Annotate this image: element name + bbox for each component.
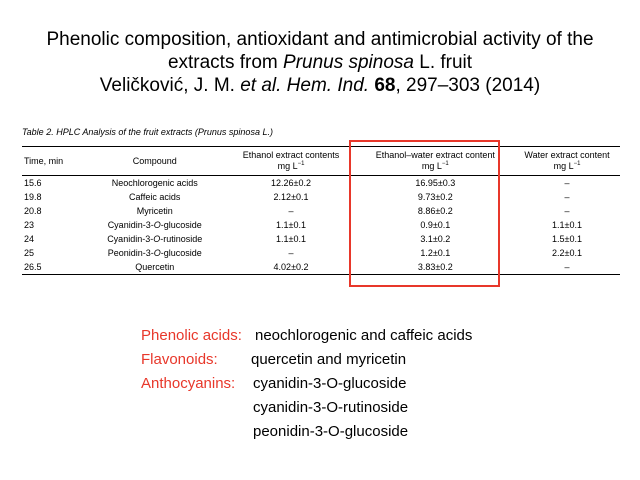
cell-water: –	[564, 191, 570, 202]
header-time: Time, min	[24, 155, 64, 166]
table-row: 26.5 Quercetin 4.02±0.2 3.83±0.2 –	[22, 260, 620, 275]
table-row: 20.8 Myricetin – 8.86±0.2 –	[22, 204, 620, 218]
italic-o: O	[153, 219, 161, 230]
cell-ethanol-water: 0.9±0.1	[420, 219, 451, 230]
cell-ethanol-water: 3.83±0.2	[417, 261, 453, 272]
italic-o: O	[153, 247, 161, 258]
hplc-table: Time, min Compound Ethanol extract conte…	[22, 146, 620, 275]
cell-time: 19.8	[24, 191, 42, 202]
slide-title: Phenolic composition, antioxidant and an…	[0, 28, 640, 97]
cell-water: –	[564, 261, 570, 272]
cell-time: 23	[24, 219, 35, 230]
header-ethanol-water: Ethanol–water extract content mg L−1	[357, 147, 515, 176]
title-species: Prunus spinosa	[283, 52, 414, 73]
header-water: Water extract content mg L−1	[514, 147, 620, 176]
unit-text: mg L	[421, 161, 442, 171]
header-water-unit: mg L−1	[516, 161, 618, 172]
cell-compound: Peonidin-3-O-glucoside	[107, 247, 202, 258]
cell-water: 1.1±0.1	[552, 219, 583, 230]
cell-compound: Myricetin	[136, 205, 173, 216]
header-ethanol-label: Ethanol extract contents	[242, 150, 340, 160]
citation-line: Veličković, J. M. et al. Hem. Ind. 68, 2…	[0, 74, 640, 97]
citation-author: Veličković, J. M.	[99, 75, 241, 96]
cell-ethanol-water: 9.73±0.2	[417, 191, 453, 202]
cell-water: –	[564, 177, 570, 188]
header-ethanol-water-unit: mg L−1	[359, 161, 513, 172]
summary-key: Flavonoids:	[141, 351, 218, 368]
italic-o: O	[153, 233, 161, 244]
title-suffix: L. fruit	[413, 52, 473, 73]
table-body: 15.6 Neochlorogenic acids 12.26±0.2 16.9…	[22, 176, 620, 275]
cell-ethanol: 1.1±0.1	[276, 219, 307, 230]
summary-value: neochlorogenic and caffeic acids	[255, 327, 473, 344]
cell-ethanol: 1.1±0.1	[276, 233, 307, 244]
summary-value: cyanidin-3-O-glucoside	[253, 375, 407, 392]
title-prefix: extracts from	[167, 52, 284, 73]
header-ethanol-unit: mg L−1	[228, 161, 355, 172]
table-row: 23 Cyanidin-3-O-glucoside 1.1±0.1 0.9±0.…	[22, 218, 620, 232]
cell-time: 15.6	[24, 177, 42, 188]
cell-time: 24	[24, 233, 35, 244]
cell-compound: Cyanidin-3-O-rutinoside	[107, 233, 203, 244]
summary-key: Anthocyanins:	[141, 375, 236, 392]
unit-exponent: −1	[441, 161, 449, 167]
table-caption: Table 2. HPLC Analysis of the fruit extr…	[22, 127, 273, 137]
table-row: 19.8 Caffeic acids 2.12±0.1 9.73±0.2 –	[22, 190, 620, 204]
cell-ethanol-water: 8.86±0.2	[417, 205, 453, 216]
citation-volume: 68	[374, 75, 396, 96]
cell-compound: Neochlorogenic acids	[111, 177, 198, 188]
cell-ethanol: 2.12±0.1	[273, 191, 309, 202]
citation-pages: , 297–303 (2014)	[395, 75, 541, 96]
header-ethanol: Ethanol extract contents mg L−1	[226, 147, 357, 176]
unit-text: mg L	[553, 161, 574, 171]
highlight-box	[349, 140, 500, 287]
cell-water: 2.2±0.1	[552, 247, 583, 258]
cell-time: 20.8	[24, 205, 42, 216]
cell-ethanol-water: 16.95±0.3	[415, 177, 456, 188]
title-text-1: Phenolic composition, antioxidant and an…	[46, 29, 594, 50]
header-compound: Compound	[132, 155, 177, 166]
cell-ethanol: –	[288, 247, 294, 258]
title-line-2: extracts from Prunus spinosa L. fruit	[0, 51, 640, 74]
cell-ethanol: 4.02±0.2	[273, 261, 309, 272]
cell-ethanol: 12.26±0.2	[271, 177, 312, 188]
table-header: Time, min Compound Ethanol extract conte…	[22, 146, 620, 176]
table-row: 15.6 Neochlorogenic acids 12.26±0.2 16.9…	[22, 176, 620, 191]
unit-exponent: −1	[297, 161, 305, 167]
table-row: 24 Cyanidin-3-O-rutinoside 1.1±0.1 3.1±0…	[22, 232, 620, 246]
header-row: Time, min Compound Ethanol extract conte…	[22, 146, 620, 176]
unit-text: mg L	[277, 161, 298, 171]
cell-time: 26.5	[24, 261, 42, 272]
cell-ethanol-water: 1.2±0.1	[420, 247, 451, 258]
summary-key: Phenolic acids:	[141, 327, 242, 344]
cell-compound: Caffeic acids	[129, 191, 181, 202]
header-water-label: Water extract content	[524, 150, 610, 160]
cell-ethanol-water: 3.1±0.2	[420, 233, 451, 244]
unit-exponent: −1	[573, 161, 581, 167]
cell-water: –	[564, 205, 570, 216]
summary-value: peonidin-3-O-glucoside	[253, 423, 409, 440]
cell-ethanol: –	[288, 205, 294, 216]
title-line-1: Phenolic composition, antioxidant and an…	[0, 28, 640, 51]
table-row: 25 Peonidin-3-O-glucoside – 1.2±0.1 2.2±…	[22, 246, 620, 260]
citation-journal: et al. Hem. Ind.	[240, 75, 370, 96]
cell-compound: Quercetin	[135, 261, 175, 272]
header-ethanol-water-label: Ethanol–water extract content	[375, 150, 495, 160]
summary-value: cyanidin-3-O-rutinoside	[253, 399, 409, 416]
cell-water: 1.5±0.1	[552, 233, 583, 244]
summary-value: quercetin and myricetin	[251, 351, 407, 368]
cell-compound: Cyanidin-3-O-glucoside	[107, 219, 202, 230]
cell-time: 25	[24, 247, 35, 258]
